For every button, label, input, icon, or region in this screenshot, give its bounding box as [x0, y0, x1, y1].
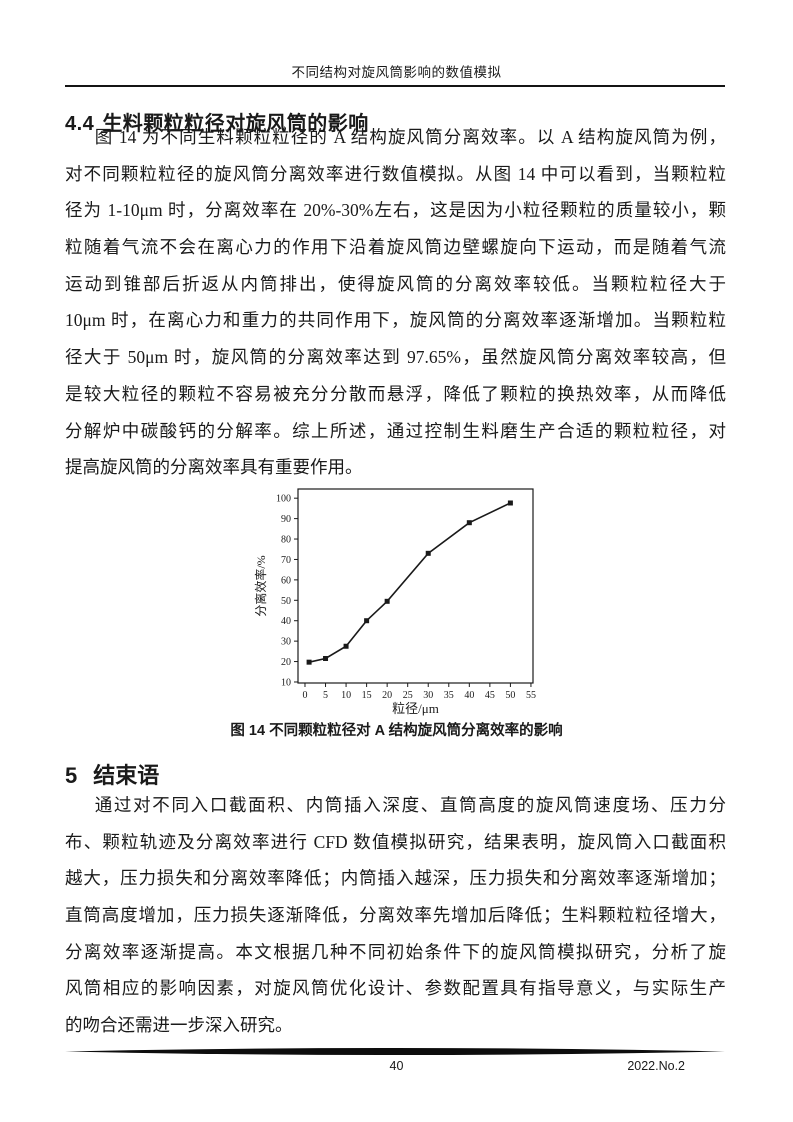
paragraph-line: 越大，压力损失和分离效率降低；内筒插入越深，压力损失和分离效率逐渐增加；: [65, 868, 726, 889]
figure-caption: 图 14 不同颗粒粒径对 A 结构旋风筒分离效率的影响: [230, 723, 563, 739]
running-header: 不同结构对旋风筒影响的数值模拟: [291, 65, 502, 80]
paragraph-2: 通过对不同入口截面积、内筒插入深度、直筒高度的旋风筒速度场、压力分 布、颗粒轨迹…: [65, 787, 726, 1044]
section-title: 结束语: [93, 763, 160, 789]
svg-text:60: 60: [281, 575, 291, 586]
paragraph-line: 的吻合还需进一步深入研究。: [65, 1015, 293, 1036]
section-title: 生料颗粒粒径对旋风筒的影响: [102, 112, 369, 135]
figure-14-line-chart: 0 5 10 15 20 25 30 35 40 45 50 55 10 20 30 40 50 60 70 80 90…: [253, 488, 536, 716]
svg-text:10: 10: [341, 690, 351, 701]
svg-text:80: 80: [281, 535, 291, 546]
paragraph-line: 对不同颗粒粒径的旋风筒分离效率进行数值模拟。从图 14 中可以看到，当颗粒粒: [65, 163, 726, 184]
journal-issue: 2022.No.2: [627, 1059, 685, 1073]
svg-text:40: 40: [281, 616, 291, 627]
svg-text:粒径/μm: 粒径/μm: [392, 701, 439, 716]
svg-text:50: 50: [505, 690, 515, 701]
section-heading-5: 5 结束语: [65, 758, 159, 790]
paragraph-line: 分解炉中碳酸钙的分解率。综上所述，通过控制生料磨生产合适的颗粒粒径，对: [65, 420, 726, 441]
section-number: 4.4: [65, 112, 95, 135]
paragraph-line: 运动到锥部后折返从内筒排出，使得旋风筒的分离效率较低。当颗粒粒径大于: [65, 273, 726, 294]
svg-text:90: 90: [281, 514, 291, 525]
svg-text:10: 10: [281, 677, 291, 688]
footer-divider-bar: [65, 1047, 725, 1057]
paragraph-1: 图 14 为不同生料颗粒粒径的 A 结构旋风筒分离效率。以 A 结构旋风筒为例，…: [65, 119, 726, 486]
paragraph-line: 径大于 50μm 时，旋风筒的分离效率达到 97.65%，虽然旋风筒分离效率较高…: [65, 347, 726, 368]
svg-text:20: 20: [382, 690, 392, 701]
svg-text:5: 5: [323, 690, 328, 701]
svg-text:30: 30: [281, 637, 291, 648]
paragraph-line: 布、颗粒轨迹及分离效率进行 CFD 数值模拟研究，结果表明，旋风筒入口截面积: [65, 831, 726, 852]
paragraph-line: 通过对不同入口截面积、内筒插入深度、直筒高度的旋风筒速度场、压力分: [94, 795, 726, 815]
svg-text:15: 15: [362, 690, 372, 701]
svg-text:分离效率/%: 分离效率/%: [253, 555, 268, 616]
paragraph-line: 分离效率逐渐提高。本文根据几种不同初始条件下的旋风筒模拟研究，分析了旋: [65, 941, 726, 962]
svg-text:45: 45: [485, 690, 495, 701]
svg-text:50: 50: [281, 596, 291, 607]
paragraph-line: 风筒相应的影响因素，对旋风筒优化设计、参数配置具有指导意义，与实际生产: [65, 978, 726, 999]
svg-text:100: 100: [276, 494, 291, 505]
svg-text:0: 0: [302, 690, 307, 701]
svg-text:25: 25: [403, 690, 413, 701]
paragraph-line: 径为 1-10μm 时，分离效率在 20%-30%左右，这是因为小粒径颗粒的质量…: [65, 200, 726, 221]
page-number: 40: [389, 1059, 404, 1073]
svg-text:40: 40: [464, 690, 474, 701]
header-rule: [65, 85, 725, 87]
paragraph-line: 是较大粒径的颗粒不容易被充分分散而悬浮，降低了颗粒的换热效率，从而降低: [65, 383, 726, 404]
svg-text:70: 70: [281, 555, 291, 566]
svg-text:35: 35: [444, 690, 454, 701]
paragraph-line: 提高旋风筒的分离效率具有重要作用。: [65, 457, 363, 478]
svg-text:55: 55: [526, 690, 536, 701]
paragraph-line: 10μm 时，在离心力和重力的共同作用下，旋风筒的分离效率逐渐增加。当颗粒粒: [65, 310, 726, 331]
figure-14: 0 5 10 15 20 25 30 35 40 45 50 55 10 20 30 40 50 60 70 80 90…: [252, 483, 562, 717]
svg-text:20: 20: [281, 657, 291, 668]
paragraph-line: 图 14 为不同生料颗粒粒径的 A 结构旋风筒分离效率。以 A 结构旋风筒为例，: [94, 127, 726, 147]
section-heading-4-4: 4.4 生料颗粒粒径对旋风筒的影响: [65, 107, 369, 136]
paragraph-line: 直筒高度增加，压力损失逐渐降低，分离效率先增加后降低；生料颗粒粒径增大，: [65, 905, 726, 926]
section-number: 5: [65, 763, 78, 789]
svg-text:30: 30: [423, 690, 433, 701]
paragraph-line: 粒随着气流不会在离心力的作用下沿着旋风筒边壁螺旋向下运动，而是随着气流: [65, 237, 726, 258]
